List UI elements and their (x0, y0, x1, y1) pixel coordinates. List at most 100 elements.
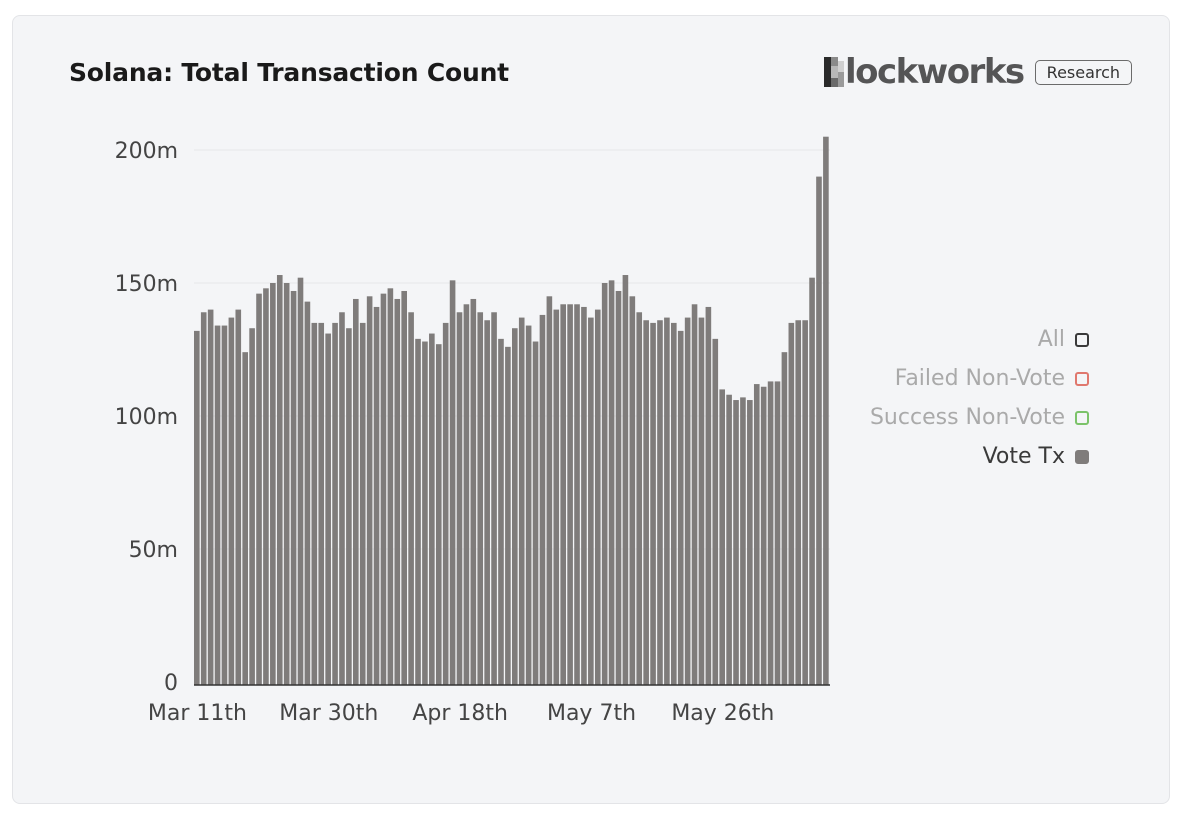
bar (194, 330, 200, 685)
bar (408, 312, 414, 685)
legend-swatch-icon (1075, 333, 1089, 347)
bar (505, 346, 511, 685)
bar (325, 333, 331, 685)
x-tick-label: Apr 18th (412, 701, 508, 726)
bar (588, 317, 594, 685)
bar (546, 296, 553, 685)
bar (684, 317, 691, 685)
bar (263, 288, 269, 685)
blockworks-logo: lockworks (824, 54, 1025, 90)
x-tick-label: Mar 11th (148, 701, 247, 726)
bar (760, 386, 767, 685)
bar (463, 304, 470, 685)
bar (429, 333, 435, 685)
chart-title: Solana: Total Transaction Count (69, 58, 509, 87)
bar (650, 322, 656, 685)
legend-label: All (1037, 327, 1065, 352)
bar (594, 309, 601, 685)
legend-item-failed-non-vote[interactable]: Failed Non-Vote (895, 365, 1089, 393)
bar (677, 330, 684, 685)
bar (581, 306, 587, 685)
legend-label: Success Non-Vote (869, 405, 1065, 430)
bar (767, 381, 774, 685)
y-tick-label: 100m (115, 405, 178, 430)
y-tick-label: 0 (164, 671, 178, 696)
bar (774, 381, 781, 685)
bar (242, 352, 248, 685)
bar (387, 288, 394, 685)
bar (691, 304, 698, 685)
bar (366, 296, 373, 685)
legend-swatch-icon (1075, 450, 1089, 464)
bar (525, 325, 532, 685)
bar (698, 317, 705, 685)
legend-label: Failed Non-Vote (894, 366, 1065, 391)
bar (207, 309, 214, 685)
bar (498, 338, 504, 685)
bar (809, 277, 815, 685)
x-tick-label: Mar 30th (279, 701, 378, 726)
bar (422, 341, 428, 685)
bar (553, 309, 560, 685)
legend-item-success-non-vote[interactable]: Success Non-Vote (870, 404, 1089, 432)
bar (643, 320, 649, 685)
bar (705, 306, 712, 685)
y-tick-label: 50m (129, 538, 178, 563)
brand-logo-group[interactable]: lockworks Research (824, 54, 1133, 90)
y-tick-label: 200m (115, 139, 178, 164)
bar (726, 394, 732, 685)
bar (470, 298, 477, 685)
legend-swatch-icon (1075, 411, 1089, 425)
bar (567, 304, 573, 685)
bar (781, 352, 788, 685)
bar (311, 322, 318, 685)
chart-legend: All Failed Non-Vote Success Non-Vote Vote T… (870, 326, 1089, 471)
bar (671, 322, 677, 685)
bar (733, 400, 739, 685)
bar (249, 328, 255, 685)
bar (256, 293, 262, 685)
bar (373, 306, 380, 685)
bar (235, 309, 242, 685)
x-tick-label: May 26th (671, 701, 774, 726)
bar (297, 277, 304, 685)
research-badge[interactable]: Research (1034, 59, 1133, 85)
bar (788, 322, 795, 685)
bar (380, 293, 387, 685)
bar (332, 322, 338, 685)
legend-swatch-icon (1075, 372, 1089, 386)
bar (601, 283, 608, 685)
bar (816, 176, 822, 685)
bar (221, 325, 228, 685)
bar (802, 320, 808, 685)
bar (622, 275, 629, 685)
bar (276, 275, 283, 685)
bar (657, 320, 663, 685)
bar (442, 322, 449, 685)
y-tick-label: 150m (115, 272, 178, 297)
bar (270, 283, 276, 685)
bar (574, 304, 580, 685)
bar (484, 320, 490, 685)
legend-item-all[interactable]: All (1038, 326, 1089, 354)
bar (318, 322, 325, 685)
bar (456, 312, 463, 685)
bar (290, 290, 297, 685)
bar (740, 397, 746, 685)
bar (449, 280, 456, 685)
legend-item-vote-tx[interactable]: Vote Tx (983, 443, 1089, 471)
bar (214, 325, 221, 685)
bar (283, 283, 290, 685)
blockworks-b-mark-icon (824, 57, 844, 87)
bar (401, 290, 407, 685)
bar (532, 341, 539, 685)
bar (353, 298, 359, 685)
bar (636, 312, 643, 685)
bar (518, 317, 525, 685)
bar (712, 338, 719, 685)
bar (200, 312, 207, 685)
bar (560, 304, 566, 685)
bar (394, 298, 401, 685)
bar (539, 314, 546, 685)
